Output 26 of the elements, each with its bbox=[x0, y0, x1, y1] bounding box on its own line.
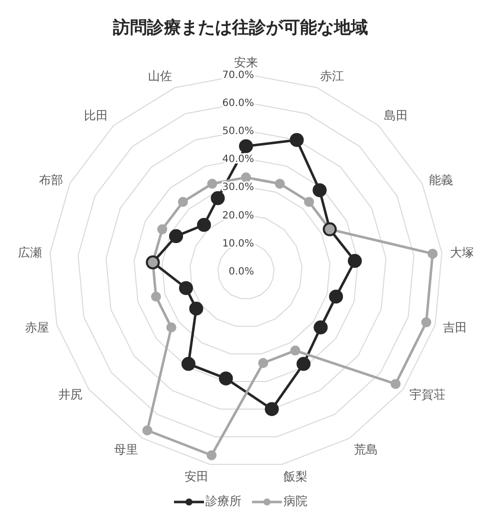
spoke-label: 大塚 bbox=[450, 245, 474, 260]
spoke-label: 安田 bbox=[184, 470, 208, 484]
spoke-label: 赤江 bbox=[320, 69, 344, 84]
spoke-label: 赤屋 bbox=[25, 320, 50, 334]
y-tick-label: 60.0% bbox=[222, 98, 254, 109]
spoke-label: 能義 bbox=[429, 173, 454, 188]
spoke-label: 宇賀荘 bbox=[409, 388, 446, 402]
spoke-label: 荒島 bbox=[354, 442, 378, 457]
y-tick-label: 0.0% bbox=[228, 266, 254, 278]
y-tick-label: 10.0% bbox=[222, 238, 254, 250]
spoke-label: 広瀬 bbox=[18, 245, 42, 260]
spoke-label: 山佐 bbox=[148, 69, 172, 84]
spoke-label: 吉田 bbox=[442, 320, 467, 334]
spoke-label: 飯梨 bbox=[284, 470, 308, 484]
spoke-label: 布部 bbox=[38, 173, 63, 188]
spoke-label: 母里 bbox=[114, 442, 138, 457]
legend-label: 病院 bbox=[284, 493, 308, 510]
y-tick-label: 20.0% bbox=[222, 210, 254, 222]
spoke-label: 比田 bbox=[84, 108, 108, 123]
chart-title: 訪問診療または往診が可能な地域 bbox=[112, 17, 369, 39]
spoke-label: 安来 bbox=[234, 55, 258, 70]
y-tick-label: 50.0% bbox=[222, 126, 254, 137]
legend-label: 診療所 bbox=[206, 493, 242, 510]
y-tick-label: 70.0% bbox=[222, 70, 254, 81]
spoke-label: 島田 bbox=[384, 108, 408, 123]
spoke-label: 井尻 bbox=[58, 388, 83, 402]
